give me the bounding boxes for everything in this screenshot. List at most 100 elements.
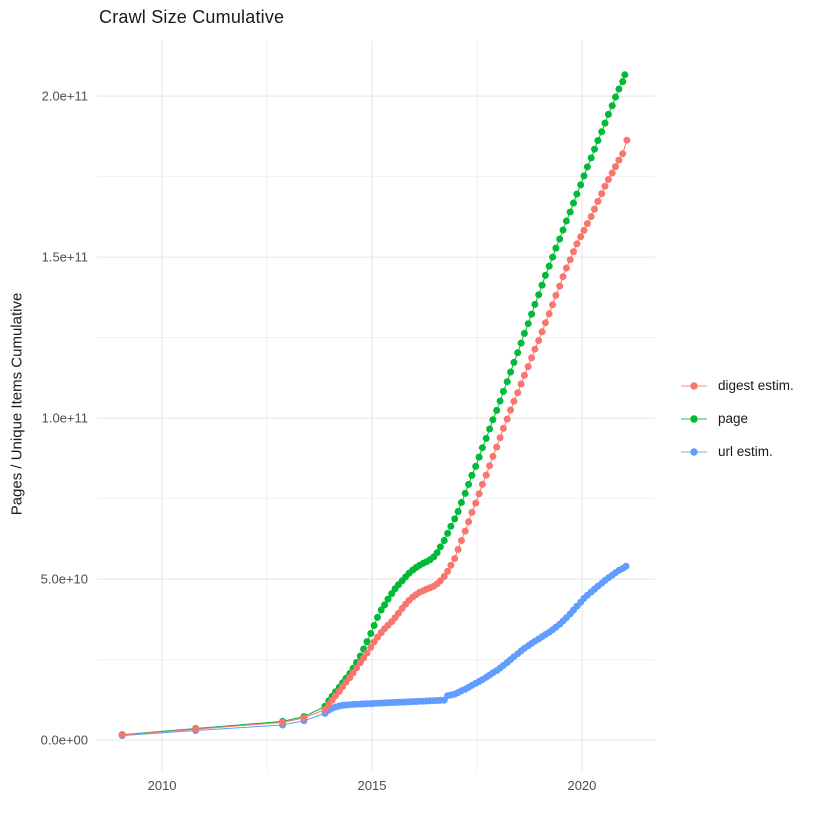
data-point-digest-estim xyxy=(577,233,585,241)
data-point-digest-estim xyxy=(594,197,602,205)
data-point-digest-estim xyxy=(612,163,619,171)
data-point-digest-estim xyxy=(531,345,539,353)
data-point-digest-estim xyxy=(447,561,455,569)
data-point-page xyxy=(573,190,581,198)
data-point-page xyxy=(556,235,564,243)
data-point-page xyxy=(559,226,567,234)
data-point-page xyxy=(619,78,627,86)
data-point-page xyxy=(503,378,511,386)
data-point-digest-estim xyxy=(559,273,567,281)
data-point-digest-estim xyxy=(444,567,452,575)
data-point-page xyxy=(496,397,504,405)
data-point-digest-estim xyxy=(545,310,553,318)
data-point-page xyxy=(531,300,539,308)
data-point-page xyxy=(478,444,486,452)
data-point-page xyxy=(451,515,459,523)
series-line-digest-estim xyxy=(122,140,628,736)
series-url-estim xyxy=(118,562,630,740)
data-point-page xyxy=(486,425,494,433)
data-point-page xyxy=(538,281,546,289)
data-point-digest-estim xyxy=(623,136,631,144)
data-point-page xyxy=(587,154,595,162)
data-point-digest-estim xyxy=(461,527,469,535)
data-point-digest-estim xyxy=(468,508,476,516)
y-tick-label: 1.0e+11 xyxy=(41,410,88,426)
data-point-page xyxy=(615,85,623,93)
data-point-digest-estim xyxy=(367,643,375,651)
data-point-page xyxy=(580,172,588,180)
data-point-page xyxy=(374,613,381,621)
legend-label: url estim. xyxy=(718,444,773,459)
data-point-page xyxy=(601,119,609,127)
data-point-digest-estim xyxy=(583,220,591,228)
y-tick-label: 0.0e+00 xyxy=(40,732,88,748)
data-point-digest-estim xyxy=(520,371,528,379)
data-point-digest-estim xyxy=(538,328,546,336)
data-point-page xyxy=(604,110,612,118)
data-point-digest-estim xyxy=(472,499,480,507)
data-point-page xyxy=(472,462,480,470)
data-point-digest-estim xyxy=(528,354,536,362)
data-point-page xyxy=(608,102,616,110)
data-point-page xyxy=(465,480,473,488)
data-point-page xyxy=(514,349,522,357)
data-point-digest-estim xyxy=(353,664,360,672)
data-point-digest-estim xyxy=(342,678,350,686)
data-point-digest-estim xyxy=(300,714,308,722)
data-point-digest-estim xyxy=(507,406,515,414)
data-point-digest-estim xyxy=(587,213,595,220)
data-point-page xyxy=(612,93,619,101)
data-point-page xyxy=(549,253,557,261)
data-point-page xyxy=(489,416,497,424)
y-axis-title: Pages / Unique Items Cumulative xyxy=(8,292,26,516)
data-point-page xyxy=(384,595,392,603)
legend-key-point xyxy=(690,447,698,456)
data-point-page xyxy=(594,137,602,144)
data-point-digest-estim xyxy=(482,471,490,479)
data-point-digest-estim xyxy=(475,490,483,498)
series-digest-estim xyxy=(118,136,631,739)
data-point-page xyxy=(528,310,536,318)
data-point-page xyxy=(507,368,515,376)
data-point-url-estim xyxy=(622,562,630,570)
data-point-page xyxy=(457,499,465,506)
x-tick-label: 2020 xyxy=(567,778,597,793)
data-point-page xyxy=(440,537,448,544)
legend-key-icon xyxy=(681,447,707,456)
data-point-digest-estim xyxy=(489,452,497,460)
data-point-page xyxy=(545,262,553,270)
data-point-page xyxy=(517,339,525,347)
data-point-page xyxy=(552,244,560,252)
data-point-page xyxy=(499,387,507,395)
y-tick-label: 5.0e+10 xyxy=(40,571,88,587)
data-point-page xyxy=(598,128,606,136)
legend-item: page xyxy=(680,409,794,428)
data-point-digest-estim xyxy=(517,380,525,388)
data-point-digest-estim xyxy=(510,397,518,405)
data-point-digest-estim xyxy=(465,518,473,526)
legend-item: digest estim. xyxy=(680,376,794,395)
data-point-digest-estim xyxy=(570,248,577,256)
data-point-page xyxy=(447,522,455,530)
data-point-page xyxy=(541,271,549,279)
data-point-page xyxy=(566,208,574,216)
data-point-digest-estim xyxy=(598,190,606,198)
series-page xyxy=(118,71,629,739)
data-point-digest-estim xyxy=(604,176,612,183)
data-point-digest-estim xyxy=(552,291,560,299)
data-point-digest-estim xyxy=(454,546,462,553)
data-point-digest-estim xyxy=(541,319,549,327)
y-tick-label: 2.0e+11 xyxy=(41,88,88,104)
legend: digest estim. page url estim. xyxy=(680,376,794,461)
data-point-digest-estim xyxy=(279,718,287,726)
series-line-url-estim xyxy=(122,565,627,737)
data-point-page xyxy=(436,543,444,551)
data-point-digest-estim xyxy=(591,205,598,213)
data-point-digest-estim xyxy=(566,256,574,264)
x-tick-label: 2010 xyxy=(147,778,177,793)
y-tick-label: 1.5e+11 xyxy=(41,249,88,265)
data-point-page xyxy=(520,329,528,337)
data-point-digest-estim xyxy=(601,182,609,190)
data-point-digest-estim xyxy=(514,389,522,397)
